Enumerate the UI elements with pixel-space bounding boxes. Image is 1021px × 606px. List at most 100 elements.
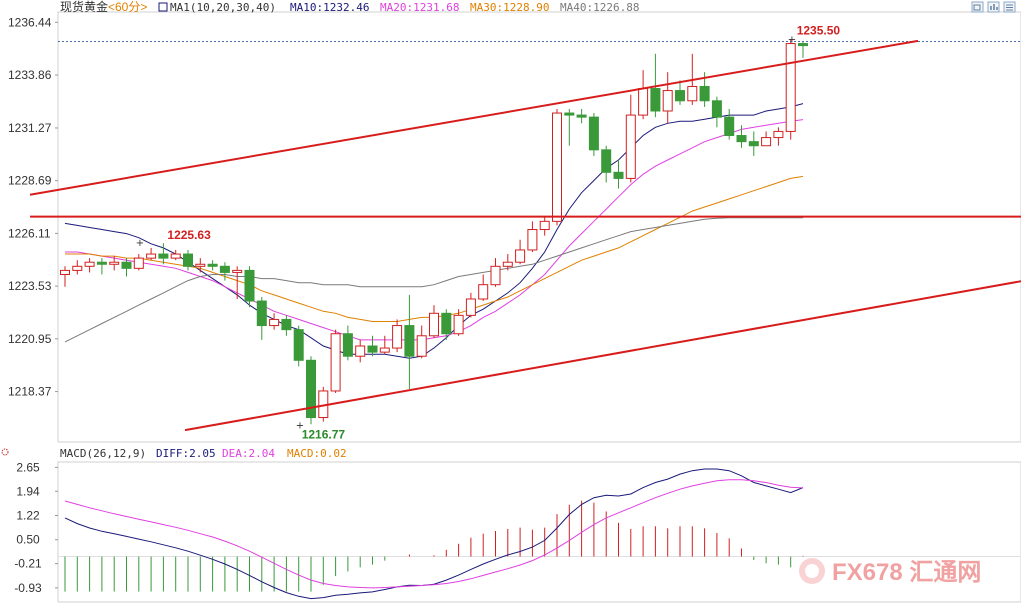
candle	[121, 258, 132, 277]
candle	[244, 266, 255, 308]
candle	[84, 258, 95, 273]
fx678-logo-mark-icon	[799, 558, 825, 584]
candle	[379, 335, 390, 355]
candle	[773, 127, 784, 146]
candle	[576, 108, 587, 124]
candle	[515, 239, 526, 265]
candle-body-up	[392, 325, 403, 349]
candle-body-up	[232, 269, 243, 273]
candle	[392, 319, 403, 353]
candle	[502, 254, 513, 271]
candle-body-down	[244, 269, 255, 302]
candle-body-up	[785, 43, 796, 132]
candlestick-series	[60, 39, 808, 425]
candle-body-up	[330, 333, 341, 392]
candle-body-down	[367, 345, 378, 353]
bar-chart-icon[interactable]	[987, 1, 1000, 13]
instrument-title: 现货黄金	[60, 0, 108, 14]
price-tick-label: 1226.11	[8, 226, 51, 240]
candle-body-up	[478, 284, 489, 300]
macd-histogram	[64, 500, 804, 592]
dea-value: DEA:2.04	[222, 447, 275, 460]
fx678-logo-text: FX678 汇通网	[832, 559, 981, 586]
candle-body-up	[195, 263, 206, 267]
candle-body-down	[650, 88, 661, 112]
ma-indicator-label: MA1(10,20,30,40)	[170, 1, 276, 14]
candle-body-down	[256, 300, 267, 327]
candle	[109, 256, 120, 271]
candle-body-down	[158, 253, 169, 259]
candle-body-up	[490, 265, 501, 286]
candle-body-up	[662, 90, 673, 112]
candle-body-down	[748, 141, 759, 147]
candle	[552, 108, 562, 226]
candle	[355, 339, 366, 363]
macd-tick-label: 2.65	[16, 460, 40, 474]
candle-body-down	[404, 325, 415, 357]
period-label: <60分>	[108, 0, 147, 14]
price-tick-label: 1228.69	[8, 174, 52, 188]
dea-line	[64, 479, 804, 589]
candle	[293, 325, 304, 367]
candle-body-down	[219, 265, 230, 273]
candle-body-up	[379, 347, 390, 353]
macd-settings-icon[interactable]	[1, 448, 9, 456]
candle-body-down	[711, 100, 722, 118]
candle-body-up	[552, 112, 562, 222]
candle-body-down	[564, 112, 575, 116]
candle-body-up	[146, 253, 157, 259]
candle-body-down	[798, 43, 808, 47]
candle-body-down	[613, 171, 624, 179]
diff-value: DIFF:2.05	[156, 447, 216, 460]
candle-body-up	[416, 335, 427, 357]
candle	[60, 266, 70, 287]
local-high-marker: +	[136, 238, 144, 249]
candle	[588, 113, 599, 156]
diff-line	[64, 468, 804, 600]
candle	[342, 325, 353, 361]
candle-body-down	[588, 116, 599, 151]
candle-body-up	[133, 257, 144, 269]
candle	[687, 53, 698, 105]
ma30-line	[65, 175, 804, 322]
macd-axis: 2.65 1.94 1.22 0.50 -0.21 -0.93	[14, 460, 58, 595]
price-tick-label: 1218.37	[8, 385, 52, 399]
candle-body-up	[60, 269, 70, 275]
candle	[441, 309, 452, 340]
candle	[207, 260, 218, 271]
candle-body-down	[576, 114, 587, 118]
macd-indicator-label: MACD(26,12,9)	[60, 447, 146, 460]
candle	[490, 258, 501, 287]
candle-body-up	[355, 345, 366, 357]
candle-panel-frame	[57, 11, 1021, 443]
candle-body-up	[109, 261, 120, 265]
candle-body-down	[121, 261, 132, 269]
candle-body-down	[306, 359, 316, 419]
candle	[256, 296, 267, 340]
candle	[158, 243, 169, 265]
low-price-annotation: 1216.77	[302, 427, 346, 441]
candle	[761, 131, 772, 147]
candle-body-down	[293, 329, 304, 361]
window-restore-icon[interactable]	[971, 1, 984, 13]
candle-body-up	[761, 137, 772, 147]
candle	[638, 70, 649, 120]
candle	[625, 94, 636, 183]
candle-body-up	[269, 318, 280, 327]
candle	[539, 217, 550, 236]
candle	[183, 249, 193, 271]
candle	[662, 72, 673, 124]
grid-icon[interactable]	[1003, 1, 1016, 13]
candle	[232, 266, 243, 299]
high-marker: +	[788, 34, 796, 45]
candle	[724, 108, 735, 140]
price-tick-label: 1236.44	[8, 15, 52, 29]
candle	[281, 315, 292, 336]
candle	[96, 258, 107, 275]
candle-body-down	[342, 333, 353, 357]
candle-body-up	[773, 130, 784, 139]
candle	[195, 258, 206, 273]
candle	[699, 72, 710, 107]
macd-lines	[64, 468, 804, 600]
